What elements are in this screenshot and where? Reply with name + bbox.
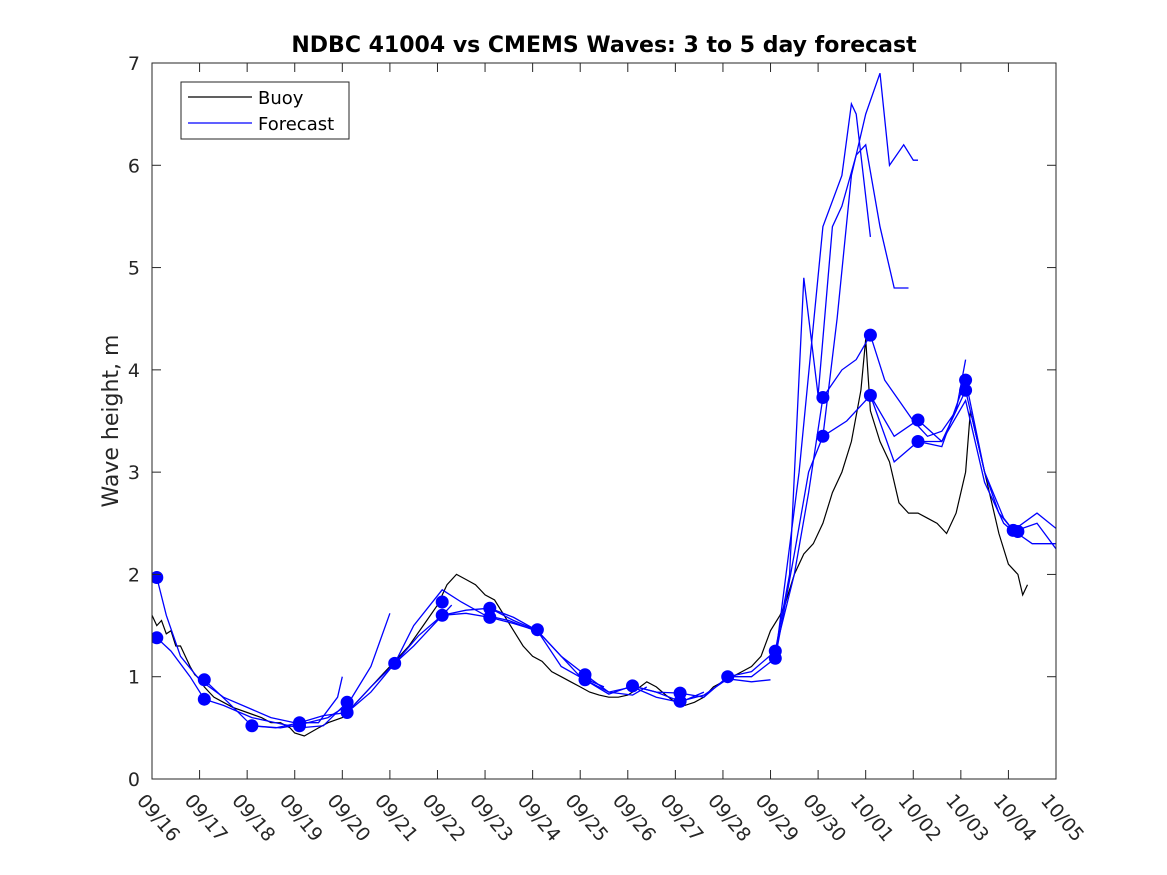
- y-tick-label: 6: [128, 155, 140, 177]
- plot-area: [152, 63, 1056, 779]
- forecast-start-marker: [388, 656, 402, 670]
- forecast-series-line-7: [489, 607, 705, 703]
- forecast-start-marker: [530, 623, 544, 637]
- forecast-series-line-0: [156, 577, 343, 724]
- forecast-start-marker: [293, 719, 306, 733]
- forecast-start-marker: [863, 328, 877, 342]
- y-tick-label: 3: [128, 462, 140, 484]
- forecast-start-marker: [340, 695, 354, 709]
- legend-box: [180, 81, 350, 140]
- y-tick-label: 4: [128, 360, 140, 382]
- axes-frame: [151, 62, 1057, 780]
- forecast-start-marker: [1011, 525, 1025, 538]
- y-tick-label: 7: [128, 53, 140, 75]
- forecast-start-marker: [721, 670, 735, 684]
- legend: Buoy Forecast: [180, 81, 350, 140]
- forecast-start-marker: [483, 610, 497, 624]
- forecast-start-marker: [245, 719, 259, 733]
- forecast-start-marker: [197, 692, 211, 706]
- forecast-start-marker: [578, 673, 592, 687]
- forecast-series-line-15: [918, 388, 1056, 532]
- forecast-series-line-3: [251, 604, 453, 729]
- chart-title: NDBC 41004 vs CMEMS Waves: 3 to 5 day fo…: [291, 33, 917, 58]
- legend-buoy-label: Buoy: [258, 88, 304, 109]
- forecast-start-marker: [435, 608, 449, 622]
- forecast-start-marker: [816, 391, 830, 404]
- y-tick-label: 1: [128, 667, 140, 689]
- forecast-start-marker: [197, 673, 211, 687]
- forecast-start-marker: [152, 631, 164, 645]
- legend-forecast-label: Forecast: [258, 114, 334, 135]
- forecast-series-line-12: [774, 333, 967, 652]
- forecast-start-marker: [768, 651, 782, 665]
- forecast-series-line-11: [774, 72, 918, 659]
- buoy-series-line: [152, 339, 1029, 737]
- y-tick-label: 2: [128, 564, 140, 586]
- forecast-series-line-4: [346, 588, 533, 713]
- forecast-start-marker: [483, 601, 497, 615]
- forecast-start-marker: [340, 706, 354, 719]
- forecast-start-marker: [959, 383, 973, 397]
- forecast-start-marker: [673, 694, 687, 708]
- forecast-start-marker: [626, 679, 639, 693]
- y-tick-label: 0: [128, 769, 140, 791]
- forecast-start-marker: [911, 413, 925, 427]
- forecast-series-line-14: [869, 377, 1056, 545]
- forecast-start-marker: [816, 429, 830, 443]
- forecast-start-marker: [911, 435, 925, 448]
- forecast-start-marker: [435, 595, 449, 609]
- forecast-start-marker: [863, 388, 877, 402]
- y-axis-label: Wave height, m: [99, 335, 124, 508]
- y-tick-label: 5: [128, 258, 140, 280]
- forecast-series-line-5: [394, 612, 605, 688]
- forecast-series-line-6: [442, 607, 648, 696]
- forecast-start-marker: [959, 373, 973, 387]
